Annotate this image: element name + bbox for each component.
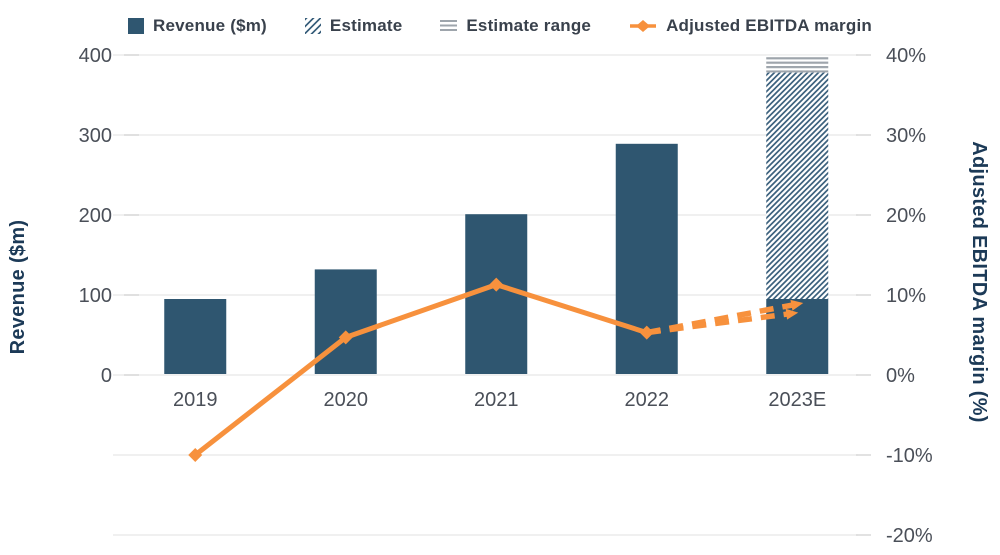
revenue-bar-2019 bbox=[164, 299, 227, 374]
ebitda-margin-point bbox=[489, 277, 504, 292]
estimate-range-segment bbox=[766, 55, 829, 73]
estimate-bar-segment bbox=[766, 72, 829, 299]
left-axis-tick-label: 200 bbox=[79, 205, 112, 227]
left-axis-tick-label: 300 bbox=[79, 125, 112, 147]
x-axis-label-2022: 2022 bbox=[625, 389, 670, 411]
legend-label-estimate: Estimate bbox=[329, 16, 403, 35]
revenue-bar-2023E bbox=[766, 299, 829, 374]
legend-item-revenue: Revenue ($m) bbox=[128, 16, 267, 36]
right-axis-title: Adjusted EBITDA margin (%) bbox=[968, 141, 990, 423]
ebitda-margin-line-icon bbox=[630, 20, 657, 32]
right-axis-tick-label: -20% bbox=[886, 525, 933, 547]
ebitda-margin-estimate-dash bbox=[646, 311, 790, 336]
x-axis-label-2019: 2019 bbox=[173, 389, 218, 411]
legend-label-revenue: Revenue ($m) bbox=[153, 16, 267, 35]
legend-item-ebitda-margin: Adjusted EBITDA margin bbox=[629, 16, 872, 36]
ebitda-estimate-arrow-icon bbox=[790, 299, 804, 311]
revenue-bar-2020 bbox=[314, 269, 377, 374]
right-axis-tick-label: 0% bbox=[886, 365, 915, 387]
right-axis-tick-label: 10% bbox=[886, 285, 926, 307]
right-axis-tick-label: 20% bbox=[886, 205, 926, 227]
right-axis-tick-label: -10% bbox=[886, 445, 933, 467]
x-axis-label-2020: 2020 bbox=[324, 389, 369, 411]
chart-legend: Revenue ($m) Estimate Estimate range Adj… bbox=[0, 10, 1000, 42]
left-axis-tick-label: 400 bbox=[79, 45, 112, 67]
left-axis-title: Revenue ($m) bbox=[7, 220, 29, 355]
right-axis-tick-label: 40% bbox=[886, 45, 926, 67]
left-axis-tick-label: 0 bbox=[101, 365, 112, 387]
ebitda-estimate-arrow-icon bbox=[785, 308, 799, 320]
legend-item-estimate-range: Estimate range bbox=[440, 16, 591, 36]
x-axis-label-2021: 2021 bbox=[474, 389, 519, 411]
revenue-swatch-icon bbox=[128, 18, 145, 34]
right-axis-tick-label: 30% bbox=[886, 125, 926, 147]
legend-item-estimate: Estimate bbox=[304, 16, 403, 36]
estimate-range-stripes-icon bbox=[440, 19, 458, 33]
x-axis-label-2023E: 2023E bbox=[768, 389, 826, 411]
ebitda-margin-line bbox=[192, 282, 650, 458]
ebitda-margin-point bbox=[188, 448, 203, 462]
legend-label-estimate-range: Estimate range bbox=[466, 16, 592, 35]
left-axis-tick-label: 100 bbox=[79, 285, 112, 307]
estimate-hatch-icon bbox=[304, 18, 321, 34]
legend-label-ebitda-margin: Adjusted EBITDA margin bbox=[666, 16, 872, 35]
ebitda-margin-point bbox=[338, 330, 353, 345]
